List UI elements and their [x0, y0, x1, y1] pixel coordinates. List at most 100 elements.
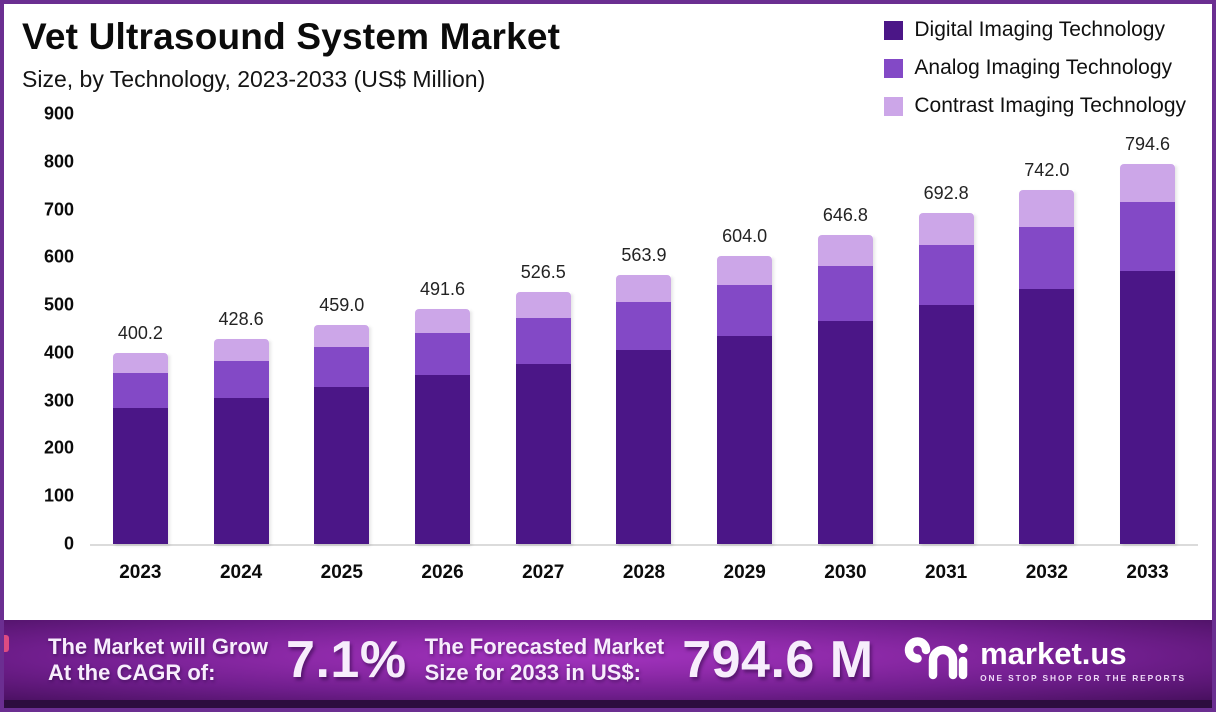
legend-item-digital: Digital Imaging Technology — [884, 18, 1186, 42]
cagr-label: The Market will Grow At the CAGR of: — [48, 634, 268, 686]
forecast-label-line1: The Forecasted Market — [424, 634, 665, 660]
x-axis-label-2028: 2028 — [622, 562, 666, 583]
bar-segment-contrast-2024 — [213, 339, 269, 362]
forecast-value: 794.6 M — [682, 631, 874, 689]
bar-segment-analog-2025 — [314, 347, 370, 387]
market-us-logo-icon — [904, 637, 968, 680]
legend-item-analog: Analog Imaging Technology — [884, 56, 1186, 80]
bar-segment-digital-2033 — [1120, 270, 1176, 544]
y-axis-tick-500: 500 — [43, 294, 74, 315]
bar-total-label-2024: 428.6 — [218, 309, 264, 330]
bar-column-2025: 459.0 — [314, 294, 370, 544]
bar-2033 — [1120, 164, 1176, 544]
bar-segment-digital-2030 — [817, 320, 873, 544]
bar-segment-analog-2023 — [112, 373, 168, 408]
bar-segment-analog-2032 — [1019, 227, 1075, 290]
market-us-logo: market.us ONE STOP SHOP FOR THE REPORTS — [904, 637, 1186, 683]
y-axis-tick-400: 400 — [43, 342, 74, 363]
bar-segment-digital-2031 — [918, 305, 974, 544]
bar-total-label-2025: 459.0 — [319, 294, 365, 315]
x-axis-label-2032: 2032 — [1025, 562, 1068, 583]
bar-column-2029: 604.0 — [717, 225, 773, 544]
legend-label-analog: Analog Imaging Technology — [914, 56, 1173, 79]
bottom-dark-strip — [4, 700, 1212, 708]
legend-label-digital: Digital Imaging Technology — [914, 18, 1165, 41]
chart-header: Vet Ultrasound System Market Size, by Te… — [22, 16, 560, 93]
legend-swatch-contrast — [884, 96, 904, 116]
bar-column-2031: 692.8 — [918, 183, 974, 544]
bar-2026 — [415, 309, 471, 544]
market-us-logo-tagline: ONE STOP SHOP FOR THE REPORTS — [980, 672, 1186, 683]
market-us-logo-textblock: market.us ONE STOP SHOP FOR THE REPORTS — [980, 638, 1186, 683]
bar-segment-analog-2030 — [817, 265, 873, 321]
bar-total-label-2033: 794.6 — [1125, 134, 1171, 155]
x-axis-label-2033: 2033 — [1126, 562, 1169, 583]
bar-column-2030: 646.8 — [817, 205, 873, 544]
plot-area: 400.2 428.6 459.0 491.6 526.5 563.9 604.0 646.8… — [90, 114, 1198, 546]
y-axis-tick-700: 700 — [43, 199, 74, 220]
bar-column-2028: 563.9 — [616, 244, 672, 544]
bar-segment-contrast-2027 — [515, 292, 571, 318]
cagr-label-line1: The Market will Grow — [48, 634, 269, 660]
bar-total-label-2030: 646.8 — [822, 205, 868, 226]
y-axis: 0 100 200 300 400 500 600 700 800 900 — [18, 104, 90, 554]
bar-2032 — [1019, 189, 1075, 544]
legend-swatch-analog — [884, 58, 904, 78]
legend-swatch-digital — [884, 20, 904, 40]
bar-segment-digital-2029 — [717, 336, 773, 544]
stacked-bar-chart: 0 100 200 300 400 500 600 700 800 900 400.2 428.6 4… — [18, 104, 1198, 584]
bar-segment-digital-2025 — [314, 386, 370, 544]
page-title: Vet Ultrasound System Market — [22, 16, 561, 57]
bar-2031 — [918, 213, 974, 544]
bar-total-label-2031: 692.8 — [923, 183, 969, 204]
bar-segment-contrast-2028 — [616, 274, 672, 302]
y-axis-tick-200: 200 — [43, 437, 74, 458]
bar-total-label-2023: 400.2 — [117, 322, 163, 343]
x-axis-label-2024: 2024 — [219, 562, 263, 583]
bar-2025 — [314, 324, 370, 544]
legend-label-contrast: Contrast Imaging Technology — [914, 94, 1186, 117]
y-axis-tick-100: 100 — [43, 485, 74, 506]
bar-segment-digital-2023 — [112, 407, 168, 544]
bar-segment-analog-2033 — [1120, 202, 1176, 271]
bar-2027 — [515, 292, 571, 544]
x-axis: 2023 2024 2025 2026 2027 2028 2029 2030 2031 2032… — [90, 562, 1198, 584]
x-axis-label-2023: 2023 — [119, 562, 162, 583]
bar-segment-digital-2026 — [415, 375, 471, 544]
bar-segment-contrast-2030 — [817, 235, 873, 266]
bar-segment-analog-2031 — [918, 245, 974, 306]
page-subtitle: Size, by Technology, 2023-2033 (US$ Mill… — [22, 66, 486, 92]
bar-total-label-2028: 563.9 — [621, 244, 667, 265]
bar-2029 — [717, 255, 773, 544]
bar-2024 — [213, 339, 269, 544]
y-axis-tick-0: 0 — [63, 533, 74, 554]
bar-segment-contrast-2031 — [918, 213, 974, 246]
x-axis-label-2030: 2030 — [824, 562, 867, 583]
market-us-logo-text: market.us — [980, 635, 1127, 671]
bar-segment-analog-2026 — [415, 332, 471, 376]
bar-segment-contrast-2023 — [112, 352, 168, 374]
x-axis-label-2031: 2031 — [924, 562, 968, 583]
bar-segment-contrast-2033 — [1120, 164, 1176, 203]
bar-total-label-2029: 604.0 — [722, 225, 768, 246]
x-axis-label-2029: 2029 — [723, 562, 766, 583]
bar-column-2026: 491.6 — [415, 279, 471, 544]
bar-segment-analog-2027 — [515, 317, 571, 364]
bar-column-2023: 400.2 — [112, 322, 168, 544]
bar-segment-digital-2027 — [515, 363, 571, 544]
bar-segment-analog-2029 — [717, 284, 773, 337]
bar-column-2027: 526.5 — [515, 262, 571, 544]
bar-column-2032: 742.0 — [1019, 159, 1075, 544]
y-axis-tick-800: 800 — [43, 151, 74, 172]
forecast-label-line2: Size for 2033 in US$: — [424, 660, 641, 685]
bar-segment-contrast-2026 — [415, 309, 471, 333]
bar-2023 — [112, 352, 168, 544]
bar-segment-contrast-2025 — [314, 324, 370, 348]
x-axis-label-2025: 2025 — [320, 562, 363, 583]
bar-segment-contrast-2029 — [717, 255, 773, 285]
bar-column-2024: 428.6 — [213, 309, 269, 544]
bar-total-label-2032: 742.0 — [1024, 159, 1070, 180]
bar-2028 — [616, 274, 672, 544]
banner-pink-accent — [4, 635, 9, 652]
